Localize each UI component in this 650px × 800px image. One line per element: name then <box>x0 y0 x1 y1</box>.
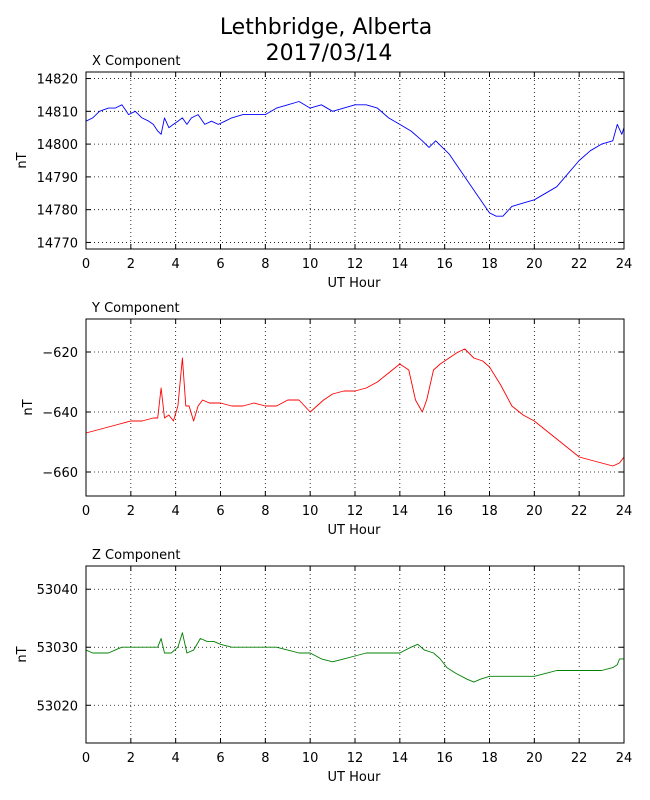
x-tick-label: 8 <box>261 504 269 519</box>
panels: 0 2 4 6 8 10 12 14 16 18 20 22 241477014780147901480… <box>15 54 632 785</box>
x-tick-label: 6 <box>216 257 224 272</box>
x-tick-label: 14 <box>392 751 409 766</box>
x-tick-label: 20 <box>526 257 543 272</box>
x-tick-label: 18 <box>481 751 498 766</box>
y-tick-label: 14790 <box>37 171 78 186</box>
y-tick-label: 14800 <box>37 138 78 153</box>
x-tick-label: 16 <box>436 504 453 519</box>
y-axis-label: nT <box>21 399 36 415</box>
x-tick-label: 2 <box>127 257 135 272</box>
x-axis-label: UT Hour <box>328 770 382 785</box>
figure-title-line2: 2017/03/14 <box>266 41 393 66</box>
x-tick-label: 0 <box>82 504 90 519</box>
x-tick-label: 10 <box>302 751 319 766</box>
y-tick-label: 14820 <box>37 73 78 88</box>
y-tick-label: −640 <box>42 406 78 421</box>
x-tick-label: 2 <box>127 504 135 519</box>
series-line <box>85 348 625 467</box>
y-axis-label: nT <box>15 646 30 662</box>
x-tick-label: 6 <box>216 504 224 519</box>
x-axis-label: UT Hour <box>328 276 382 291</box>
x-tick-label: 4 <box>172 751 180 766</box>
x-axis-label: UT Hour <box>328 523 382 538</box>
y-tick-label: 53030 <box>37 641 78 656</box>
x-tick-label: 6 <box>216 751 224 766</box>
x-tick-label: 24 <box>616 751 633 766</box>
x-tick-label: 4 <box>172 257 180 272</box>
panel-1: 0 2 4 6 8 10 12 14 16 18 20 22 241477014780147901480… <box>15 54 632 291</box>
figure-title-line1: Lethbridge, Alberta <box>220 15 432 40</box>
x-tick-label: 20 <box>526 504 543 519</box>
y-tick-label: −620 <box>42 346 78 361</box>
x-tick-label: 0 <box>82 257 90 272</box>
y-tick-label: 53040 <box>37 583 78 598</box>
x-tick-label: 12 <box>347 751 364 766</box>
y-tick-label: 14810 <box>37 105 78 120</box>
x-tick-label: 22 <box>571 257 588 272</box>
panel-title: Y Component <box>91 301 180 316</box>
x-tick-label: 16 <box>436 257 453 272</box>
x-tick-label: 22 <box>571 751 588 766</box>
y-tick-label: 14780 <box>37 204 78 219</box>
x-tick-label: 22 <box>571 504 588 519</box>
x-tick-label: 14 <box>392 257 409 272</box>
y-tick-label: 53020 <box>37 699 78 714</box>
y-axis-label: nT <box>15 152 30 168</box>
y-tick-label: −660 <box>42 466 78 481</box>
x-tick-label: 2 <box>127 751 135 766</box>
x-tick-label: 12 <box>347 257 364 272</box>
x-tick-label: 10 <box>302 257 319 272</box>
panel-title: Z Component <box>92 548 181 563</box>
panel-title: X Component <box>92 54 181 69</box>
x-tick-label: 18 <box>481 504 498 519</box>
x-tick-label: 8 <box>261 257 269 272</box>
x-tick-label: 24 <box>616 504 633 519</box>
x-tick-label: 14 <box>392 504 409 519</box>
y-tick-label: 14770 <box>37 236 78 251</box>
series-line <box>85 632 624 683</box>
x-tick-label: 18 <box>481 257 498 272</box>
x-tick-label: 10 <box>302 504 319 519</box>
x-tick-label: 0 <box>82 751 90 766</box>
x-tick-label: 20 <box>526 751 543 766</box>
x-tick-label: 12 <box>347 504 364 519</box>
x-tick-label: 8 <box>261 751 269 766</box>
x-tick-label: 24 <box>616 257 633 272</box>
x-tick-label: 4 <box>172 504 180 519</box>
series-line <box>85 101 625 217</box>
x-tick-label: 16 <box>436 751 453 766</box>
